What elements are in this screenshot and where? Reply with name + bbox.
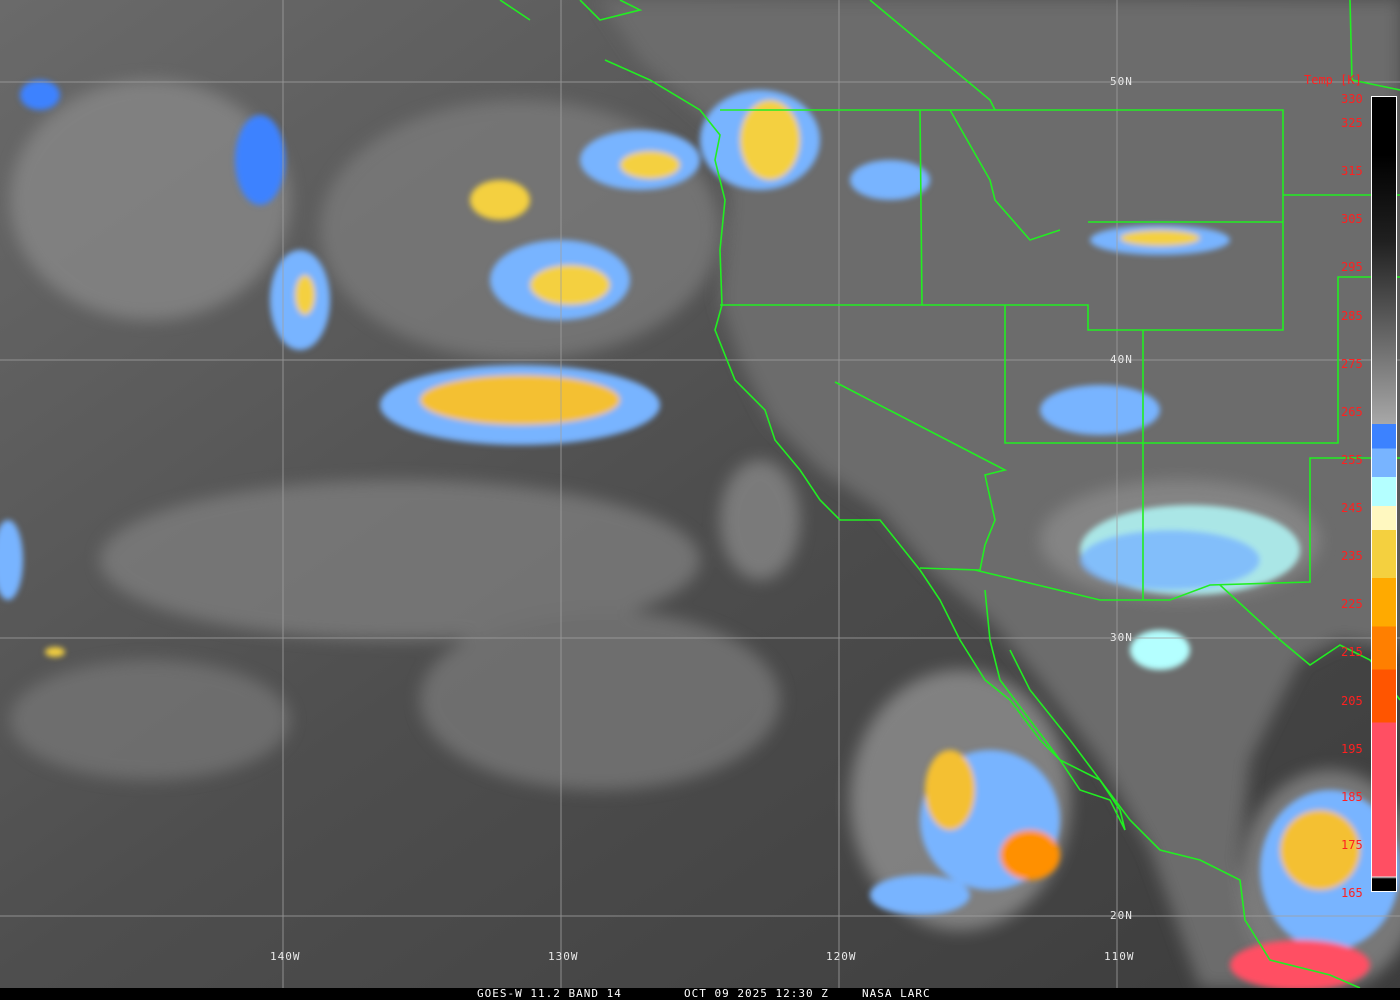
temperature-colorbar [1371,96,1397,892]
caption-source: NASA LARC [862,987,931,1000]
colorbar-tick-label: 275 [1341,356,1363,371]
cold-cloud-tops [0,80,1400,988]
colorbar-tick-label: 325 [1341,116,1363,131]
colorbar-tick-label: 245 [1341,501,1363,516]
colorbar-tick-label: 185 [1341,789,1363,804]
lat-label-30n: 30N [1110,631,1133,644]
political-boundaries [499,0,1400,988]
colorbar-tick-label: 255 [1341,452,1363,467]
lat-label-20n: 20N [1110,909,1133,922]
caption-datetime: OCT 09 2025 12:30 Z [684,987,829,1000]
colorbar-title: Temp [K] [1304,73,1362,87]
colorbar-tick-label: 165 [1341,886,1363,900]
colorbar-tick-label: 285 [1341,308,1363,323]
colorbar-tick-label: 215 [1341,645,1363,660]
lon-label-130w: 130W [548,950,579,963]
image-caption: GOES-W 11.2 BAND 14 OCT 09 2025 12:30 Z … [0,988,1400,1000]
colorbar-tick-label: 295 [1341,260,1363,275]
lon-label-120w: 120W [826,950,857,963]
caption-satellite-band: GOES-W 11.2 BAND 14 [477,987,622,1000]
colorbar-tick-label: 265 [1341,404,1363,419]
lon-label-110w: 110W [1104,950,1135,963]
colorbar-tick-label: 305 [1341,212,1363,227]
lon-label-140w: 140W [270,950,301,963]
lat-label-50n: 50N [1110,75,1133,88]
colorbar-tick-label: 235 [1341,549,1363,564]
colorbar-tick-label: 205 [1341,693,1363,708]
colorbar-tick-label: 175 [1341,837,1363,852]
colorbar-tick-label: 195 [1341,741,1363,756]
lat-label-40n: 40N [1110,353,1133,366]
colorbar-tick-label: 225 [1341,597,1363,612]
colorbar-tick-label: 330 [1341,92,1363,106]
colorbar-tick-label: 315 [1341,164,1363,179]
